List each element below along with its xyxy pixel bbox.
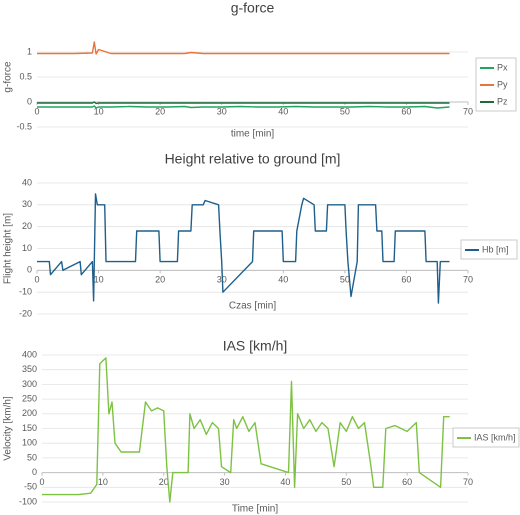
x-tick-label: 0 (39, 477, 44, 487)
x-tick-label: 60 (401, 275, 411, 285)
data-line (37, 193, 450, 304)
y-tick-label: -100 (19, 496, 37, 506)
x-tick-label: 40 (278, 106, 288, 116)
x-tick-label: 20 (155, 275, 165, 285)
chart-title: Height relative to ground [m] (165, 151, 341, 167)
x-tick-label: 50 (340, 275, 350, 285)
x-tick-label: 10 (94, 106, 104, 116)
x-tick-label: 70 (463, 477, 473, 487)
y-tick-label: -0.5 (16, 121, 32, 131)
y-tick-label: 350 (22, 364, 37, 374)
y-axis-title: g-force (3, 61, 14, 93)
x-tick-label: 0 (34, 106, 39, 116)
x-axis-title: Czas [min] (229, 301, 276, 312)
x-tick-label: 10 (94, 275, 104, 285)
x-axis-title: Time [min] (232, 504, 279, 515)
data-line (42, 357, 450, 503)
chart-title: g-force (231, 0, 275, 16)
data-line (37, 105, 450, 109)
x-tick-label: 40 (280, 477, 290, 487)
y-tick-label: -50 (24, 482, 37, 492)
legend-label: Pz (497, 96, 508, 106)
legend-label: Px (497, 62, 508, 72)
x-tick-label: 20 (155, 106, 165, 116)
x-tick-label: 50 (341, 477, 351, 487)
data-line (37, 41, 450, 55)
x-tick-label: 10 (98, 477, 108, 487)
x-tick-label: 30 (220, 477, 230, 487)
y-tick-label: 40 (22, 177, 32, 187)
y-tick-label: 20 (22, 221, 32, 231)
y-tick-label: -20 (19, 308, 32, 318)
y-tick-label: 200 (22, 408, 37, 418)
y-tick-label: 30 (22, 199, 32, 209)
x-tick-label: 20 (159, 477, 169, 487)
y-tick-label: 250 (22, 393, 37, 403)
data-line (37, 101, 450, 105)
x-tick-label: 70 (463, 106, 473, 116)
legend-label: IAS [km/h] (474, 432, 516, 442)
x-tick-label: 60 (401, 106, 411, 116)
y-tick-label: 300 (22, 379, 37, 389)
y-tick-label: 50 (27, 452, 37, 462)
y-tick-label: -10 (19, 287, 32, 297)
y-axis-title: Velocity [km/h] (3, 396, 14, 461)
y-tick-label: 100 (22, 438, 37, 448)
legend-box (460, 239, 518, 260)
chart-panel: IAS [km/h]-100-5005010015020025030035040… (3, 338, 520, 515)
y-tick-label: 150 (22, 423, 37, 433)
legend-label: Hb [m] (482, 244, 509, 254)
y-axis-title: Flight height [m] (3, 213, 14, 284)
y-tick-label: 0 (27, 265, 32, 275)
chart-panel: Height relative to ground [m]-20-1001020… (3, 151, 518, 318)
x-axis-title: time [min] (231, 129, 275, 140)
y-tick-label: 0 (27, 96, 32, 106)
y-tick-label: 0.5 (19, 71, 32, 81)
x-tick-label: 40 (278, 275, 288, 285)
chart-title: IAS [km/h] (223, 338, 288, 354)
x-tick-label: 50 (340, 106, 350, 116)
y-tick-label: 0 (32, 467, 37, 477)
x-tick-label: 70 (463, 275, 473, 285)
x-tick-label: 30 (217, 106, 227, 116)
legend-box (452, 427, 520, 448)
y-tick-label: 1 (27, 46, 32, 56)
x-tick-label: 0 (34, 275, 39, 285)
y-tick-label: 10 (22, 243, 32, 253)
legend-label: Py (497, 79, 508, 89)
y-tick-label: 400 (22, 349, 37, 359)
x-tick-label: 60 (402, 477, 412, 487)
